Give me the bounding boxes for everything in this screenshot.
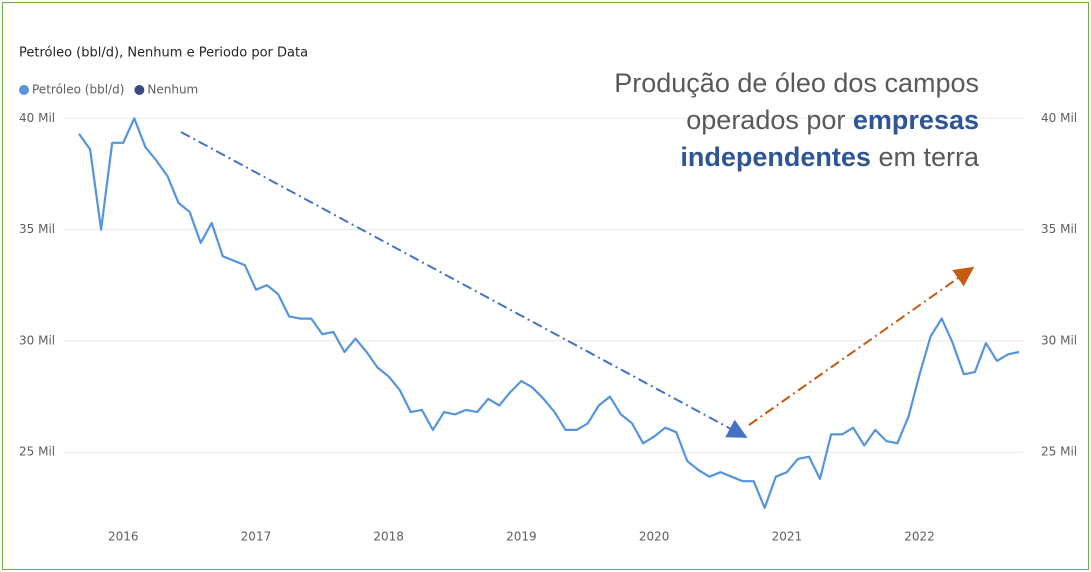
legend-label: Petróleo (bbl/d) [32,83,124,97]
y-tick-label: 30 Mil [19,333,55,347]
annotation-emphasis: empresas [852,105,979,135]
y-tick-label: 35 Mil [19,222,55,236]
series-line [78,117,1020,509]
y-tick-label: 40 Mil [19,111,55,125]
annotation-text: Produção de óleo dos campos [614,68,979,98]
x-tick-label: 2016 [108,530,139,544]
x-tick-label: 2020 [639,530,670,544]
chart: Petróleo (bbl/d), Nenhum e Periodo por D… [19,46,1077,544]
annotation: Produção de óleo dos campos operados por… [614,65,979,176]
y2-tick-label: 35 Mil [1041,222,1077,236]
trend-arrow [748,266,975,426]
legend-label: Nenhum [147,83,198,97]
x-tick-label: 2021 [772,530,803,544]
x-tick-label: 2018 [373,530,404,544]
x-tick-label: 2022 [904,530,935,544]
y2-tick-label: 25 Mil [1041,445,1077,459]
y-tick-label: 25 Mil [19,445,55,459]
x-tick-label: 2017 [241,530,272,544]
y2-tick-label: 40 Mil [1041,111,1077,125]
plot: 25 Mil 25 Mil 30 Mil 30 Mil 35 Mil 35 Mil 40 M… [19,83,1077,544]
legend-marker [19,85,29,95]
annotation-emphasis: independentes [680,142,871,172]
y2-tick-label: 30 Mil [1041,333,1077,347]
x-tick-label: 2019 [506,530,537,544]
annotation-text: em terra [878,142,979,172]
annotation-text: operados por [686,105,846,135]
legend-marker [134,85,145,95]
chart-title: Petróleo (bbl/d), Nenhum e Periodo por D… [19,46,308,61]
trend-arrow [180,131,748,438]
